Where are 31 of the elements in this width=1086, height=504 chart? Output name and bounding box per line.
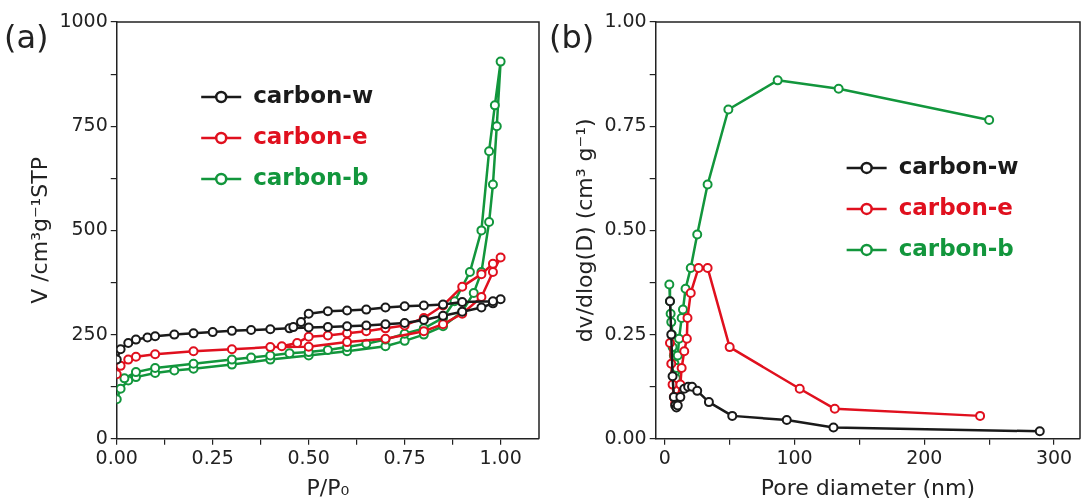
y-tick-label: 750 <box>71 113 108 136</box>
y-axis-title: dv/dlog(D) (cm³ g⁻¹) <box>571 118 597 343</box>
text: (b) <box>549 18 595 57</box>
legend-label: carbon-w <box>898 152 1019 179</box>
y-tick-label: 0.25 <box>604 321 647 344</box>
legend-label: carbon-e <box>898 193 1013 220</box>
x-tick-label: 0.00 <box>95 446 138 469</box>
x-axis-title: Pore diameter (nm) <box>760 474 975 500</box>
y-tick-label: 1.00 <box>604 8 647 31</box>
x-tick-label: 0.75 <box>383 446 426 469</box>
legend-label: carbon-e <box>253 122 368 149</box>
legend-label: carbon-w <box>253 81 374 108</box>
x-tick-label: 0.50 <box>287 446 330 469</box>
x-tick-label: 300 <box>1035 446 1073 469</box>
x-tick-label: 200 <box>906 446 943 469</box>
x-tick-label: 100 <box>776 446 813 469</box>
x-axis-title: P/P₀ <box>306 474 350 500</box>
legend-label: carbon-b <box>898 234 1014 261</box>
legend-label: carbon-b <box>253 163 369 190</box>
y-tick-label: 0 <box>95 425 108 448</box>
y-tick-label: 500 <box>71 217 108 240</box>
x-tick-label: 0.25 <box>191 446 234 469</box>
y-axis-title: V /cm³g⁻¹STP <box>26 156 52 304</box>
x-tick-label: 1.00 <box>479 446 522 469</box>
text: (a) <box>4 18 49 57</box>
y-tick-label: 1000 <box>59 8 108 31</box>
y-tick-label: 250 <box>71 321 108 344</box>
y-tick-label: 0.00 <box>604 425 647 448</box>
y-tick-label: 0.75 <box>604 113 647 136</box>
y-tick-label: 0.50 <box>604 217 647 240</box>
x-tick-label: 0 <box>658 446 671 469</box>
